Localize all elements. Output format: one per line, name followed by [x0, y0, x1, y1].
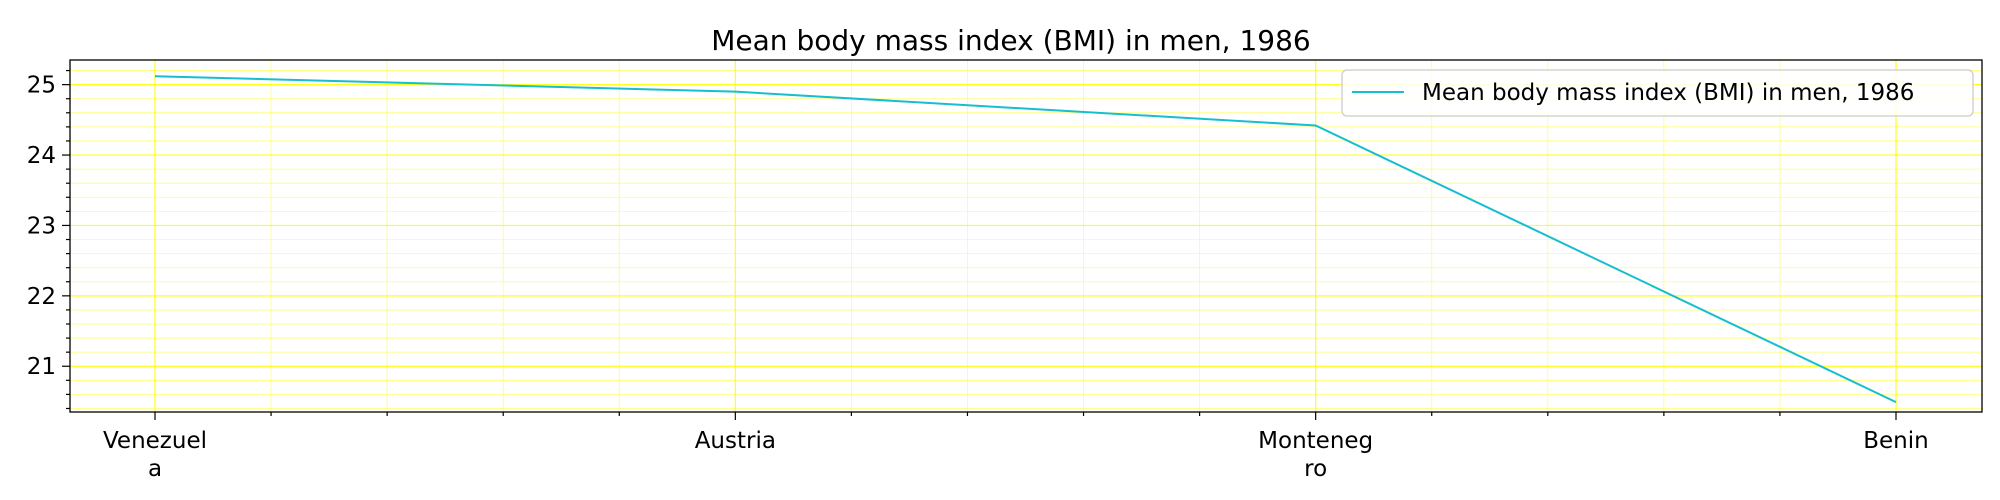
- chart-title: Mean body mass index (BMI) in men, 1986: [711, 24, 1310, 57]
- plot-frame: [69, 59, 1983, 413]
- series-layer: [154, 75, 1897, 404]
- legend-box: [1341, 69, 1974, 117]
- x-tick-label: Venezuel a: [103, 428, 207, 482]
- y-tick-label: 24: [27, 143, 56, 169]
- y-tick-label: 21: [27, 354, 56, 380]
- x-tick-label: Benin: [1863, 428, 1928, 454]
- legend-label: Mean body mass index (BMI) in men, 1986: [1422, 80, 1914, 106]
- legend: Mean body mass index (BMI) in men, 1986: [1341, 69, 1974, 117]
- y-tick-label: 25: [27, 73, 56, 99]
- series-line: [154, 75, 1897, 404]
- y-tick-label: 23: [27, 213, 56, 239]
- x-tick-label: Austria: [695, 428, 776, 454]
- y-tick-label: 22: [27, 284, 56, 310]
- axes: 21 22 23 24 25 Venezuel a Austria Monteneg ro Beni…: [27, 69, 1929, 482]
- x-tick-label: Monteneg ro: [1258, 428, 1373, 482]
